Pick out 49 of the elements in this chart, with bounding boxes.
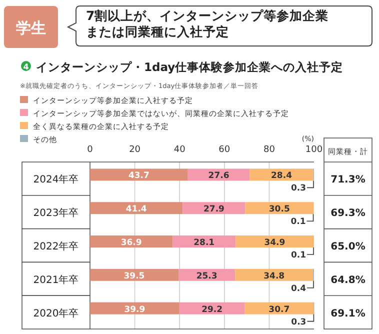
text: 64.8% — [330, 274, 366, 286]
data-label: 0.4 — [290, 284, 306, 294]
data-label: 0.3 — [291, 317, 306, 328]
bar — [182, 202, 246, 214]
x-tick-label: 20 — [129, 145, 141, 155]
bar — [245, 202, 314, 214]
y-tick-label: 2020年卒 — [33, 307, 79, 320]
bar — [188, 168, 250, 181]
data-label: 0.1 — [290, 250, 306, 260]
text: 69.3% — [330, 208, 366, 220]
data-label: 34.9 — [264, 238, 286, 248]
text: 65.0% — [330, 242, 366, 252]
y-tick-label: 2023年卒 — [33, 207, 79, 220]
bar — [236, 236, 314, 248]
data-label: 39.5 — [124, 271, 145, 282]
text: 69.1% — [330, 308, 366, 320]
data-label: 34.8 — [264, 271, 285, 282]
bar — [179, 302, 245, 314]
x-tick-label: 60 — [218, 145, 230, 155]
bar — [250, 168, 314, 181]
chart-title: 7割以上が、インターンシップ等参加企業または同業種に入社予定 — [86, 8, 330, 40]
data-label: 28.4 — [271, 171, 292, 182]
data-label: 41.4 — [126, 204, 147, 215]
data-label: 27.9 — [203, 204, 225, 215]
data-label: 39.9 — [124, 304, 146, 315]
data-label: 30.7 — [268, 304, 290, 315]
text: 4 — [23, 62, 30, 72]
data-label: 43.7 — [128, 171, 150, 182]
data-label: 25.3 — [196, 271, 218, 282]
data-label: 36.9 — [120, 238, 142, 248]
bar — [235, 268, 314, 281]
data-label: 27.6 — [208, 171, 230, 182]
data-label: 29.2 — [202, 304, 223, 315]
text: 学生 — [16, 19, 46, 37]
data-label: 28.1 — [194, 238, 215, 248]
y-tick-label: 2024年卒 — [33, 174, 79, 186]
x-tick-label: 80 — [263, 145, 276, 155]
y-tick-label: 2021年卒 — [33, 274, 79, 286]
x-tick-label: 100 — [305, 145, 323, 155]
data-label: 0.3 — [290, 184, 306, 194]
x-tick-label: 0 — [87, 145, 94, 155]
bar — [244, 302, 314, 314]
data-label: 30.5 — [268, 204, 290, 215]
chart-subtitle: インターンシップ・1day仕事体験参加企業への入社予定 — [36, 60, 344, 74]
bar — [172, 236, 236, 248]
data-label: 0.1 — [290, 217, 306, 228]
x-tick-label: 40 — [174, 145, 186, 155]
y-tick-label: 2022年卒 — [33, 240, 79, 252]
text: 71.3% — [330, 174, 366, 186]
